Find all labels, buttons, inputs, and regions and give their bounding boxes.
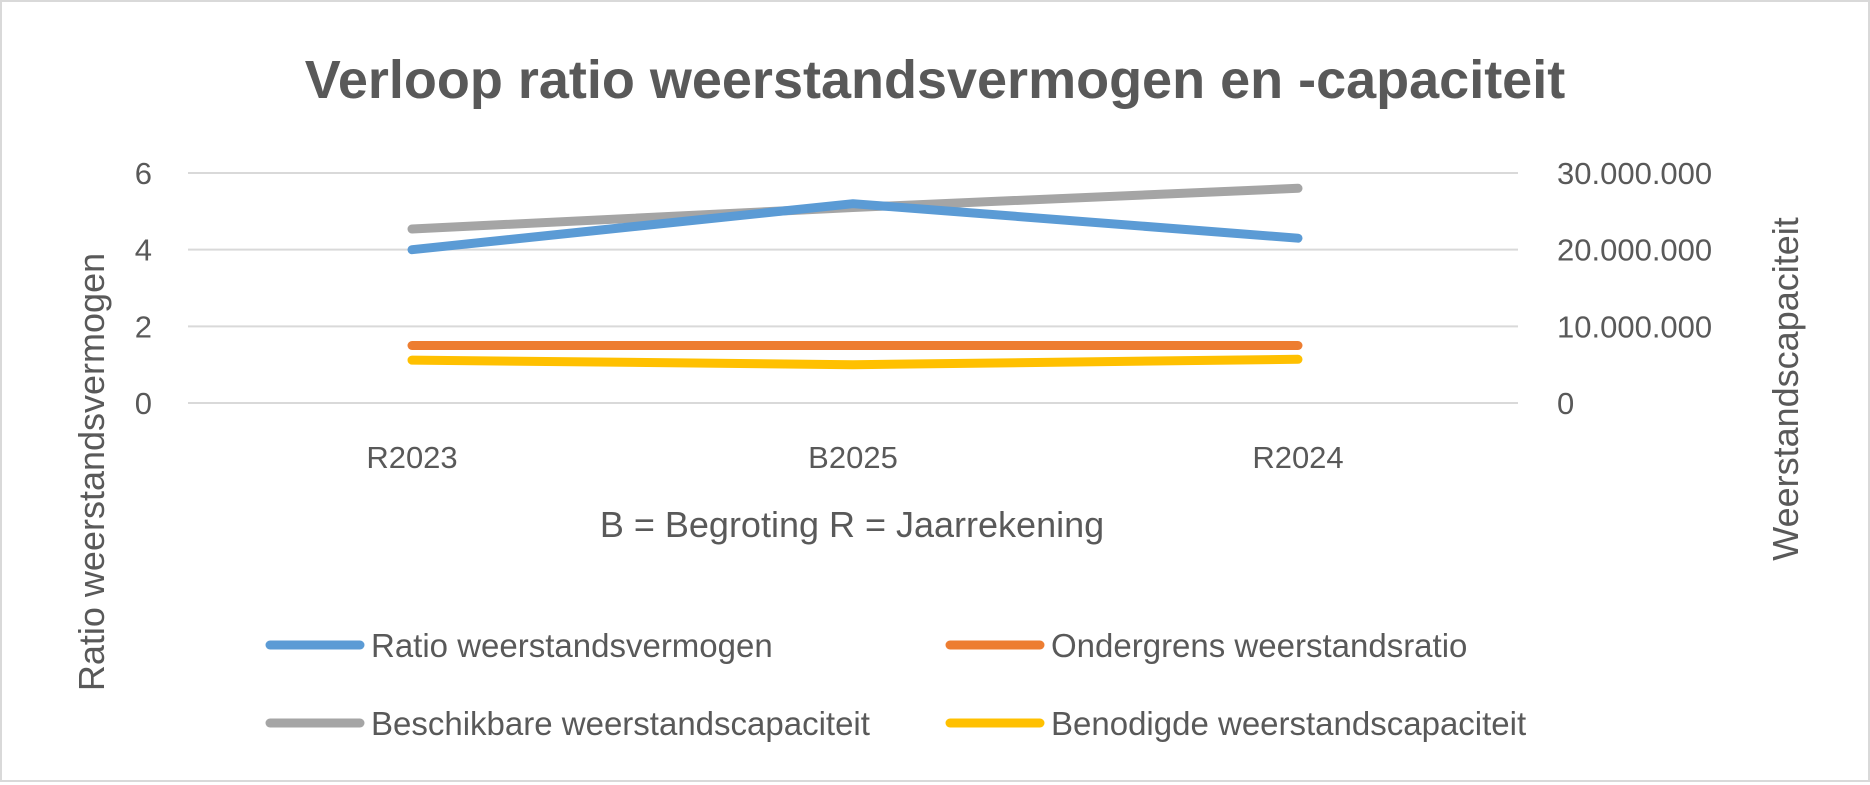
y-tick-label: 0 [135, 386, 152, 421]
right-axis-ticks: 0 10.000.000 20.000.000 30.000.000 [1557, 156, 1712, 421]
series-lines [407, 183, 1303, 370]
legend-label-ondergrens-weerstandsratio: Ondergrens weerstandsratio [1051, 627, 1467, 664]
y2-tick-label: 20.000.000 [1557, 233, 1712, 268]
series-line-beschikbare-weerstandscapaciteit [407, 183, 1303, 234]
legend-label-benodigde-weerstandscapaciteit: Benodigde weerstandscapaciteit [1051, 705, 1526, 742]
y-tick-label: 2 [135, 309, 152, 344]
x-axis-ticks: R2023 B2025 R2024 [366, 440, 1343, 475]
legend: Ratio weerstandsvermogen Ondergrens weers… [265, 627, 1526, 742]
y-axis-title: Ratio weerstandsvermogen [71, 253, 112, 691]
x-tick-label: R2023 [366, 440, 457, 475]
chart-title: Verloop ratio weerstandsvermogen en -cap… [305, 50, 1565, 110]
y2-tick-label: 0 [1557, 386, 1574, 421]
x-tick-label: R2024 [1252, 440, 1343, 475]
y2-tick-label: 10.000.000 [1557, 309, 1712, 344]
left-axis-ticks: 0 2 4 6 [135, 156, 152, 421]
x-tick-label: B2025 [808, 440, 898, 475]
y-tick-label: 4 [135, 233, 152, 268]
y2-tick-label: 30.000.000 [1557, 156, 1712, 191]
y2-axis-title: Weerstandscapaciteit [1765, 217, 1806, 561]
legend-label-beschikbare-weerstandscapaciteit: Beschikbare weerstandscapaciteit [371, 705, 870, 742]
series-line-benodigde-weerstandscapaciteit [407, 354, 1303, 370]
y-tick-label: 6 [135, 156, 152, 191]
x-axis-title: B = Begroting R = Jaarrekening [600, 504, 1104, 545]
series-line-ratio-weerstandsvermogen [407, 199, 1303, 255]
legend-label-ratio-weerstandsvermogen: Ratio weerstandsvermogen [371, 627, 773, 664]
